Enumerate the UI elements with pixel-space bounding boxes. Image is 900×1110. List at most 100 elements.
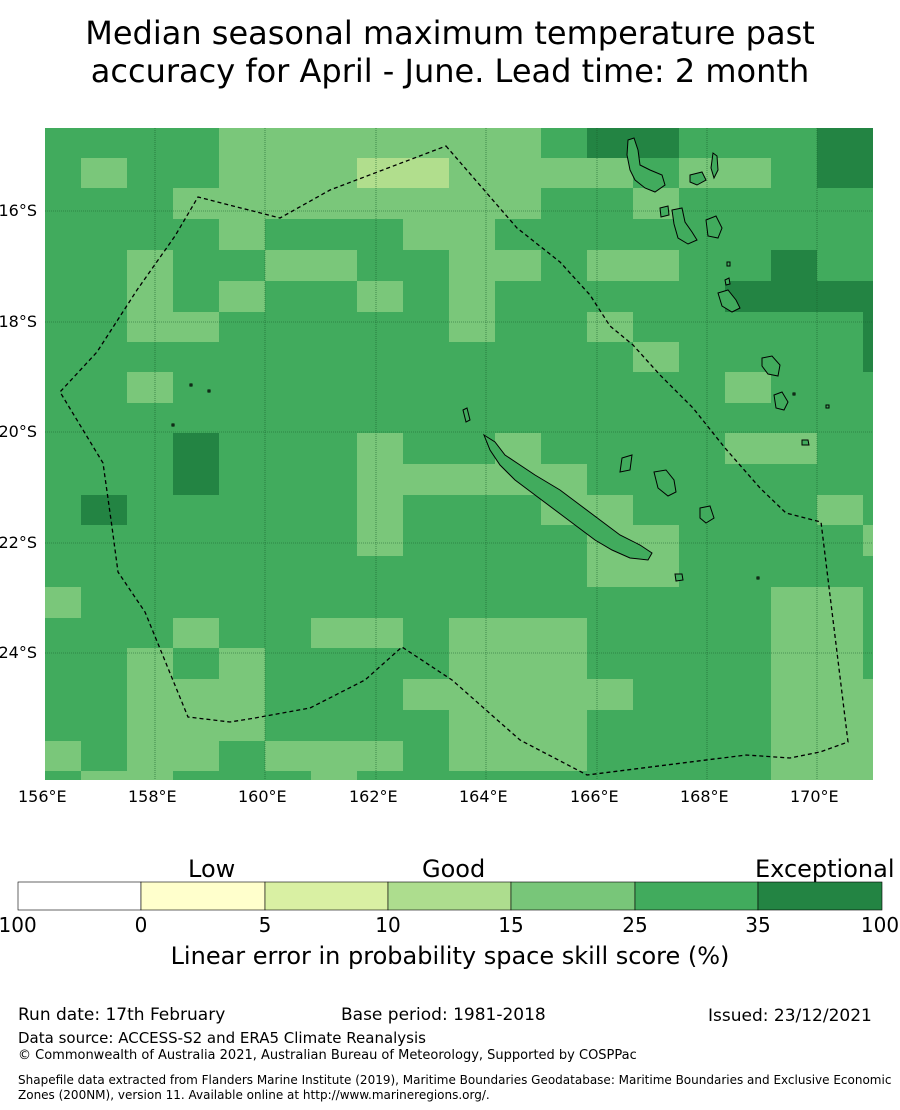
skill-cell bbox=[679, 618, 725, 648]
skill-cell bbox=[403, 372, 449, 403]
skill-cell bbox=[587, 556, 633, 587]
skill-cell bbox=[127, 556, 173, 587]
title-line-1: Median seasonal maximum temperature past bbox=[85, 14, 815, 52]
skill-cell bbox=[771, 281, 817, 312]
island-outline bbox=[726, 261, 731, 267]
skill-cell bbox=[633, 312, 679, 342]
skill-cell bbox=[725, 771, 771, 780]
lon-tick-label: 170°E bbox=[790, 787, 839, 806]
skill-cell bbox=[403, 525, 449, 556]
skill-cell bbox=[81, 710, 127, 741]
skill-cell bbox=[219, 158, 265, 188]
skill-cell bbox=[265, 312, 311, 342]
skill-cell bbox=[679, 741, 725, 771]
skill-cell bbox=[587, 372, 633, 403]
skill-cell bbox=[725, 464, 771, 495]
colorbar-segment bbox=[757, 881, 883, 911]
skill-cell bbox=[633, 648, 679, 679]
skill-cell bbox=[265, 250, 311, 281]
island-outline bbox=[792, 392, 796, 396]
skill-cell bbox=[81, 219, 127, 250]
island-outline bbox=[689, 171, 707, 186]
skill-cell bbox=[265, 648, 311, 679]
skill-cell bbox=[725, 587, 771, 618]
skill-cell bbox=[495, 250, 541, 281]
skill-cell bbox=[587, 250, 633, 281]
skill-cell bbox=[679, 556, 725, 587]
skill-cell bbox=[265, 495, 311, 525]
skill-cell bbox=[495, 372, 541, 403]
skill-cell bbox=[219, 128, 265, 158]
skill-cell bbox=[863, 741, 873, 771]
skill-cell bbox=[357, 188, 403, 219]
skill-cell bbox=[357, 525, 403, 556]
skill-cell bbox=[817, 219, 863, 250]
island-outline bbox=[761, 355, 781, 377]
skill-cell bbox=[863, 219, 873, 250]
skill-cell bbox=[219, 312, 265, 342]
skill-cell bbox=[771, 587, 817, 618]
skill-map bbox=[45, 128, 873, 780]
skill-cell bbox=[127, 433, 173, 464]
skill-cell bbox=[265, 556, 311, 587]
map-title: Median seasonal maximum temperature past… bbox=[0, 14, 900, 90]
skill-cell bbox=[45, 403, 81, 433]
skill-cell bbox=[81, 403, 127, 433]
lat-tick-label: 22°S bbox=[0, 533, 37, 552]
island-outline bbox=[825, 404, 830, 409]
skill-cell bbox=[127, 372, 173, 403]
skill-cell bbox=[127, 710, 173, 741]
skill-cell bbox=[219, 771, 265, 780]
skill-cell bbox=[81, 495, 127, 525]
colorbar-segment bbox=[17, 881, 142, 911]
lon-tick-label: 156°E bbox=[18, 787, 67, 806]
skill-cell bbox=[633, 771, 679, 780]
skill-cell bbox=[679, 587, 725, 618]
skill-cell bbox=[357, 128, 403, 158]
skill-cell bbox=[771, 464, 817, 495]
skill-cell bbox=[45, 771, 81, 780]
skill-cell bbox=[633, 587, 679, 618]
skill-cell bbox=[679, 771, 725, 780]
skill-cell bbox=[219, 342, 265, 372]
skill-cell bbox=[679, 250, 725, 281]
skill-cell bbox=[127, 158, 173, 188]
skill-cell bbox=[541, 281, 587, 312]
island-outline bbox=[659, 205, 670, 218]
skill-cell bbox=[127, 495, 173, 525]
skill-cell bbox=[81, 587, 127, 618]
skill-cell bbox=[495, 495, 541, 525]
skill-cell bbox=[817, 281, 863, 312]
skill-cell bbox=[679, 188, 725, 219]
skill-cell bbox=[495, 771, 541, 780]
skill-cell bbox=[45, 128, 81, 158]
colorbar-tick-label: 5 bbox=[258, 913, 272, 937]
skill-cell bbox=[633, 618, 679, 648]
skill-cell bbox=[127, 618, 173, 648]
colorbar-tick-label: -100 bbox=[0, 913, 37, 937]
skill-cell bbox=[219, 250, 265, 281]
skill-cell bbox=[863, 128, 873, 158]
colorbar-tick-label: 35 bbox=[745, 913, 771, 937]
skill-cell bbox=[771, 525, 817, 556]
skill-cell bbox=[311, 741, 357, 771]
skill-cell bbox=[265, 219, 311, 250]
skill-cell bbox=[45, 219, 81, 250]
skill-cell bbox=[81, 188, 127, 219]
lon-tick-label: 164°E bbox=[459, 787, 508, 806]
skill-cell bbox=[173, 710, 219, 741]
skill-cell bbox=[45, 618, 81, 648]
skill-cell bbox=[45, 342, 81, 372]
colorbar-category-low: Low bbox=[188, 855, 236, 883]
skill-cell bbox=[81, 679, 127, 710]
skill-cell bbox=[449, 403, 495, 433]
skill-cell bbox=[725, 618, 771, 648]
skill-cell bbox=[633, 219, 679, 250]
skill-cell bbox=[127, 525, 173, 556]
island-outline bbox=[801, 439, 810, 446]
skill-cell bbox=[863, 464, 873, 495]
skill-cell bbox=[541, 158, 587, 188]
skill-cell bbox=[771, 679, 817, 710]
skill-cell bbox=[771, 618, 817, 648]
skill-cell bbox=[311, 556, 357, 587]
